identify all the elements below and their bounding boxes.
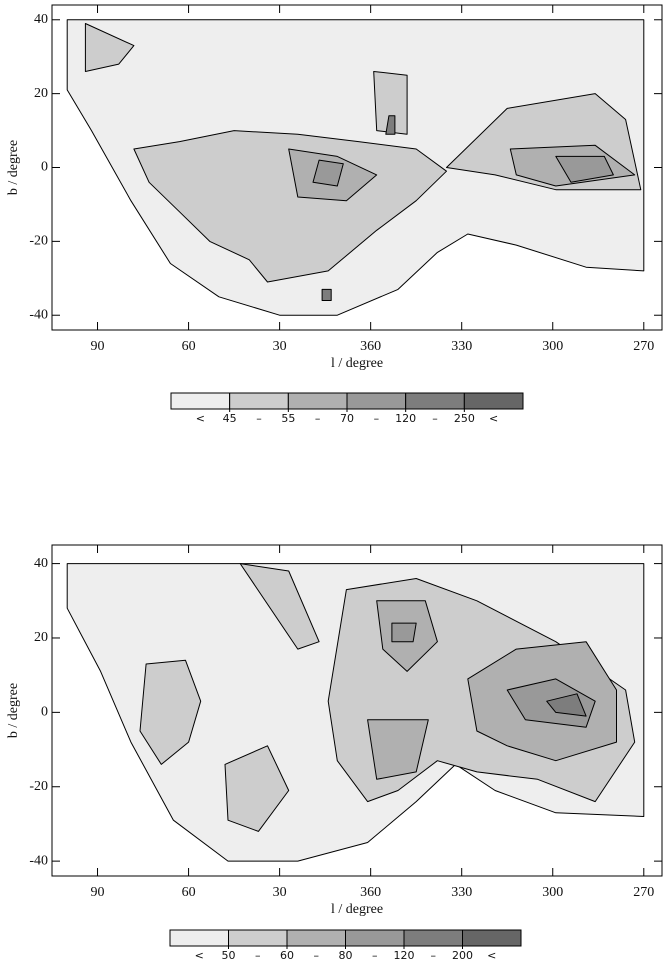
x-tick-label: 30 (273, 885, 287, 900)
y-tick-label: 20 (34, 630, 48, 645)
colorbar-symbol: – (256, 412, 262, 425)
colorbar-box (405, 392, 465, 410)
y-tick-label: 40 (34, 556, 48, 571)
contour-region (239, 563, 320, 650)
x-tick-label: 300 (542, 885, 563, 900)
contour-region (373, 71, 408, 135)
colorbar-label: 120 (394, 949, 415, 959)
colorbar-symbol: < (196, 412, 205, 425)
colorbar-symbol: < (487, 949, 496, 959)
contour-region (321, 288, 332, 301)
colorbar-symbol: – (431, 949, 437, 959)
colorbar-box (403, 929, 463, 947)
x-axis-label: l / degree (331, 902, 383, 917)
x-tick-label: 270 (633, 885, 654, 900)
contour-region (391, 622, 417, 643)
colorbar-label: 200 (452, 949, 473, 959)
x-tick-label: 60 (182, 885, 196, 900)
x-tick-label: 360 (360, 339, 381, 354)
colorbar-symbol: – (255, 949, 261, 959)
colorbar-box (229, 392, 289, 410)
contour-region (546, 693, 587, 717)
x-tick-label: 300 (542, 339, 563, 354)
contour-region (84, 23, 135, 72)
y-tick-label: -20 (29, 234, 48, 249)
colorbar-symbol: – (374, 412, 380, 425)
y-tick-label: 0 (41, 705, 48, 720)
colorbar-symbol: – (432, 412, 438, 425)
x-tick-label: 330 (451, 885, 472, 900)
y-tick-label: 0 (41, 160, 48, 175)
x-tick-label: 30 (273, 339, 287, 354)
colorbar-symbol: – (315, 412, 321, 425)
y-tick-label: -40 (29, 307, 48, 322)
x-tick-label: 90 (91, 885, 105, 900)
contour-region (385, 115, 396, 135)
colorbar-box (287, 392, 348, 410)
colorbar-box (286, 929, 346, 947)
y-axis-label: b / degree (6, 140, 21, 195)
x-tick-label: 90 (91, 339, 105, 354)
y-tick-label: 20 (34, 86, 48, 101)
colorbar-label: 60 (280, 949, 294, 959)
colorbar-label: 45 (223, 412, 237, 425)
contour-region (139, 659, 202, 765)
contour-region (224, 745, 290, 832)
colorbar-box (170, 392, 231, 410)
colorbar-box (345, 929, 405, 947)
colorbar-box (169, 929, 229, 947)
colorbar-label: 70 (340, 412, 354, 425)
plot-frame (51, 544, 663, 877)
x-tick-label: 60 (182, 339, 196, 354)
contour-region (555, 155, 614, 183)
colorbar-symbol: – (372, 949, 378, 959)
colorbar-symbol: – (314, 949, 320, 959)
colorbar-label: 55 (281, 412, 295, 425)
y-axis-label: b / degree (6, 683, 21, 738)
colorbar-symbol: < (195, 949, 204, 959)
x-tick-label: 270 (633, 339, 654, 354)
colorbar-box (463, 392, 524, 410)
colorbar-symbol: < (489, 412, 498, 425)
contour-region (133, 130, 447, 283)
x-tick-label: 360 (360, 885, 381, 900)
colorbar-label: 80 (339, 949, 353, 959)
y-tick-label: -40 (29, 853, 48, 868)
contour-region (312, 159, 344, 187)
contour-region (367, 719, 429, 780)
y-tick-label: 40 (34, 12, 48, 27)
y-tick-label: -20 (29, 779, 48, 794)
colorbar-label: 120 (395, 412, 416, 425)
colorbar-label: 50 (222, 949, 236, 959)
colorbar-label: 250 (454, 412, 475, 425)
colorbar-box (346, 392, 407, 410)
x-tick-label: 330 (451, 339, 472, 354)
colorbar-box (228, 929, 288, 947)
x-axis-label: l / degree (331, 356, 383, 371)
colorbar-box (462, 929, 522, 947)
